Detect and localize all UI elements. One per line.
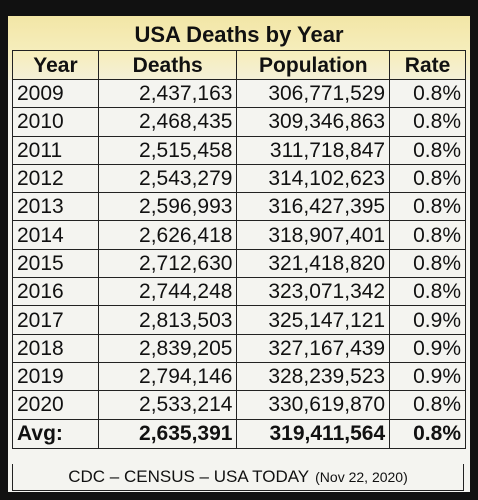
body-row: 2016 2,744,248 323,071,342 0.8% xyxy=(12,277,466,307)
cell: 0.8% xyxy=(389,220,466,250)
cell: 2015 xyxy=(12,248,99,279)
cell: 2,515,458 xyxy=(97,135,238,165)
cell: 325,147,121 xyxy=(236,305,391,335)
cell: 0.8% xyxy=(389,135,466,165)
cell: 2014 xyxy=(12,220,99,250)
source: CDC – CENSUS – USA TODAY xyxy=(68,467,310,486)
body-row: 2017 2,813,503 325,147,121 0.9% xyxy=(12,305,466,335)
cell: 0.8% xyxy=(389,78,466,109)
cell: 0.9% xyxy=(389,305,466,335)
cell: 2,813,503 xyxy=(97,305,238,335)
cell: 0.8% xyxy=(389,107,466,137)
cell: 0.8% xyxy=(389,418,466,449)
cell: 311,718,847 xyxy=(236,135,391,165)
body-row: 2014 2,626,418 318,907,401 0.8% xyxy=(12,220,466,250)
cell: 327,167,439 xyxy=(236,333,391,363)
cell: 2020 xyxy=(12,390,99,420)
cell: 330,619,870 xyxy=(236,390,391,420)
footer: CDC – CENSUS – USA TODAY (Nov 22, 2020) xyxy=(12,464,464,491)
date: (Nov 22, 2020) xyxy=(315,469,408,485)
cell: 323,071,342 xyxy=(236,277,391,307)
body-row: 2010 2,468,435 309,346,863 0.8% xyxy=(12,107,466,137)
cell: 0.8% xyxy=(389,248,466,279)
cell: 328,239,523 xyxy=(236,361,391,392)
cell: 2,626,418 xyxy=(97,220,238,250)
body-row: 2015 2,712,630 321,418,820 0.8% xyxy=(12,248,466,279)
cell: 0.9% xyxy=(389,333,466,363)
cell: 0.8% xyxy=(389,163,466,194)
cell: 0.8% xyxy=(389,277,466,307)
cell: 321,418,820 xyxy=(236,248,391,279)
body-row: 2019 2,794,146 328,239,523 0.9% xyxy=(12,361,466,392)
cell: 2,794,146 xyxy=(97,361,238,392)
cell: 2,635,391 xyxy=(97,418,238,449)
title: USA Deaths by Year xyxy=(134,22,344,47)
cell: 2019 xyxy=(12,361,99,392)
body-row: 2013 2,596,993 316,427,395 0.8% xyxy=(12,192,466,222)
cell: 2016 xyxy=(12,277,99,307)
cell: 2,533,214 xyxy=(97,390,238,420)
cell: Deaths xyxy=(97,50,238,80)
cell: 2,437,163 xyxy=(97,78,238,109)
cell: 0.8% xyxy=(389,192,466,222)
body-row: 2009 2,437,163 306,771,529 0.8% xyxy=(12,78,466,109)
cell: 2018 xyxy=(12,333,99,363)
cell: 2011 xyxy=(12,135,99,165)
cell: 306,771,529 xyxy=(236,78,391,109)
head-row: Year Deaths Population Rate xyxy=(12,50,466,80)
data-table: Year Deaths Population Rate 2009 2,437,163 306… xyxy=(12,50,466,449)
cell: 2,712,630 xyxy=(97,248,238,279)
cell: 314,102,623 xyxy=(236,163,391,194)
cell: 319,411,564 xyxy=(236,418,391,449)
cell: 2009 xyxy=(12,78,99,109)
avg-row: Avg: 2,635,391 319,411,564 0.8% xyxy=(12,418,466,449)
table-card: USA Deaths by Year Year Deaths Population R… xyxy=(8,16,470,492)
body-row: 2018 2,839,205 327,167,439 0.9% xyxy=(12,333,466,363)
cell: Rate xyxy=(389,50,466,80)
cell: 2013 xyxy=(12,192,99,222)
cell: 309,346,863 xyxy=(236,107,391,137)
cell: 2,468,435 xyxy=(97,107,238,137)
cell: 0.8% xyxy=(389,390,466,420)
cell: 2017 xyxy=(12,305,99,335)
cell: 2,543,279 xyxy=(97,163,238,194)
cell: 0.9% xyxy=(389,361,466,392)
cell: Avg: xyxy=(12,418,99,449)
cell: 2,744,248 xyxy=(97,277,238,307)
cell: Population xyxy=(236,50,391,80)
body-row: 2012 2,543,279 314,102,623 0.8% xyxy=(12,163,466,194)
cell: 318,907,401 xyxy=(236,220,391,250)
cell: 316,427,395 xyxy=(236,192,391,222)
body-row: 2011 2,515,458 311,718,847 0.8% xyxy=(12,135,466,165)
cell: 2,596,993 xyxy=(97,192,238,222)
cell: 2010 xyxy=(12,107,99,137)
cell: 2,839,205 xyxy=(97,333,238,363)
cell: Year xyxy=(12,50,99,80)
cell: 2012 xyxy=(12,163,99,194)
body-row: 2020 2,533,214 330,619,870 0.8% xyxy=(12,390,466,420)
